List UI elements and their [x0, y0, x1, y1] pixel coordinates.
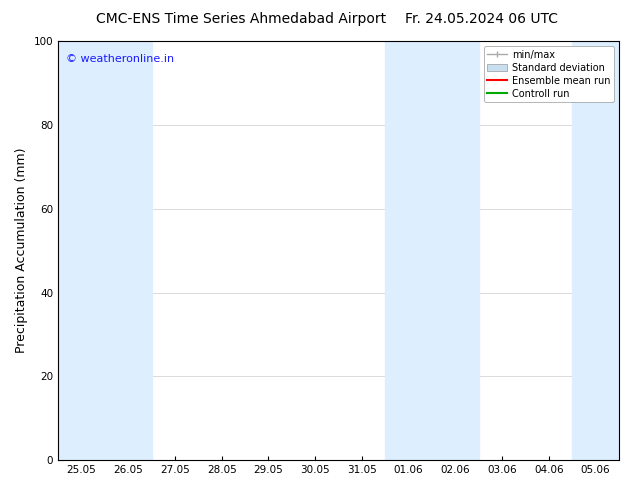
- Bar: [58, 41, 152, 460]
- Text: CMC-ENS Time Series Ahmedabad Airport: CMC-ENS Time Series Ahmedabad Airport: [96, 12, 386, 26]
- Bar: [385, 41, 479, 460]
- Text: Fr. 24.05.2024 06 UTC: Fr. 24.05.2024 06 UTC: [405, 12, 559, 26]
- Bar: [573, 41, 619, 460]
- Text: © weatheronline.in: © weatheronline.in: [67, 53, 174, 64]
- Y-axis label: Precipitation Accumulation (mm): Precipitation Accumulation (mm): [15, 148, 28, 353]
- Legend: min/max, Standard deviation, Ensemble mean run, Controll run: min/max, Standard deviation, Ensemble me…: [484, 46, 614, 102]
